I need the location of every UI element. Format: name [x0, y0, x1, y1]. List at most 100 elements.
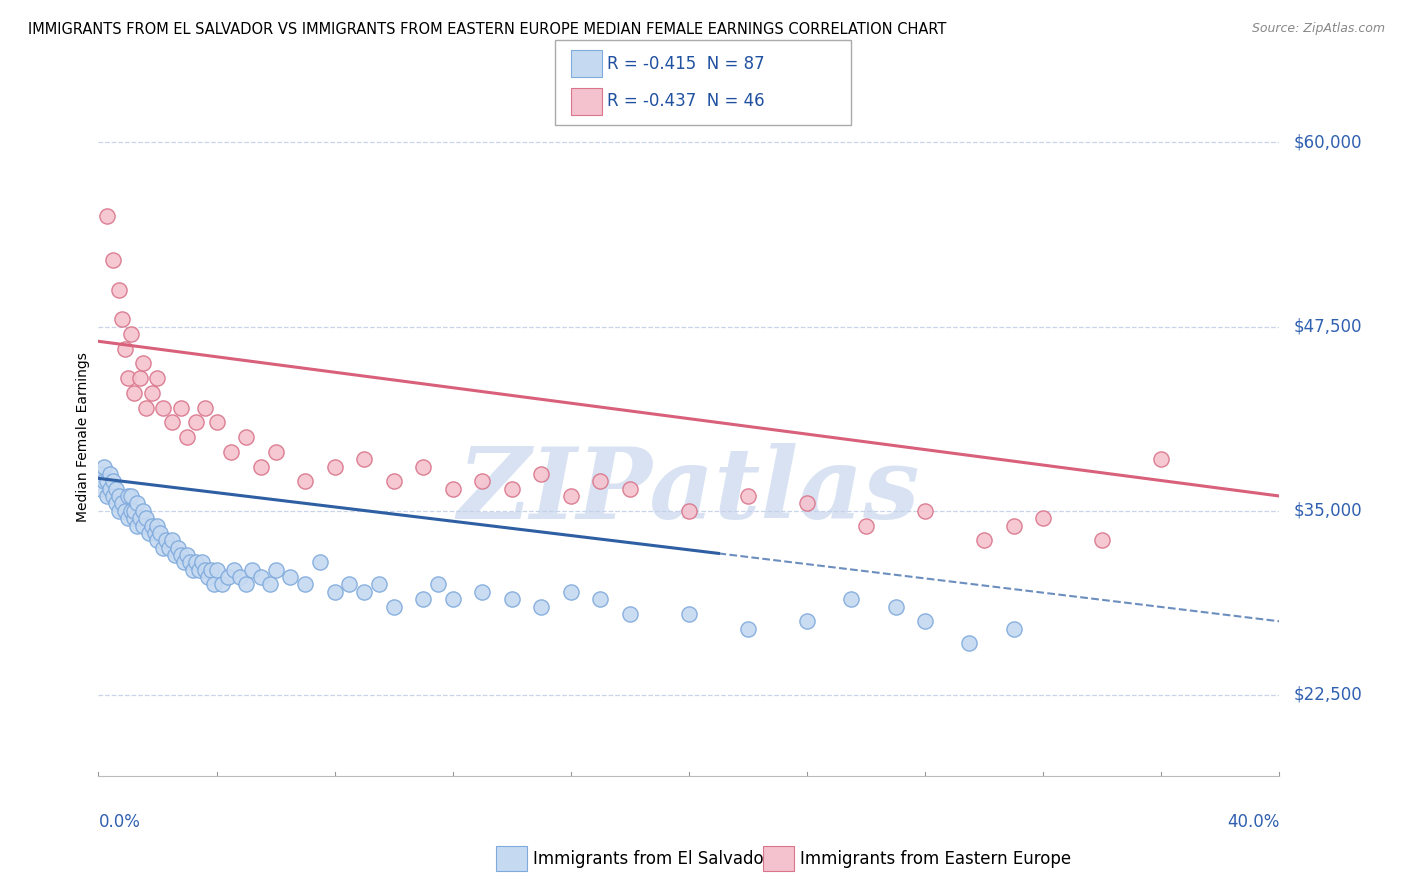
Text: $35,000: $35,000: [1294, 502, 1362, 520]
Point: [914, 504, 936, 518]
Point: [471, 475, 494, 489]
Point: [441, 482, 464, 496]
Text: 0.0%: 0.0%: [98, 814, 141, 831]
Point: [337, 577, 360, 591]
Text: Immigrants from Eastern Europe: Immigrants from Eastern Europe: [800, 849, 1071, 868]
Point: [179, 555, 201, 569]
Point: [368, 577, 391, 591]
Point: [382, 475, 405, 489]
Point: [96, 489, 118, 503]
Point: [103, 253, 125, 268]
Point: [471, 584, 494, 599]
Point: [128, 371, 150, 385]
Point: [162, 533, 183, 548]
Point: [132, 518, 155, 533]
Point: [146, 533, 169, 548]
Point: [229, 570, 252, 584]
Point: [412, 592, 434, 607]
Text: ZIPatlas: ZIPatlas: [458, 443, 920, 540]
Point: [98, 482, 121, 496]
Point: [105, 496, 128, 510]
Point: [1150, 452, 1173, 467]
Point: [250, 459, 273, 474]
Point: [96, 475, 118, 489]
Point: [120, 489, 142, 503]
Point: [152, 401, 174, 415]
Point: [103, 475, 125, 489]
Point: [108, 283, 131, 297]
Point: [176, 548, 198, 562]
Point: [135, 401, 157, 415]
Point: [1002, 518, 1025, 533]
Y-axis label: Median Female Earnings: Median Female Earnings: [76, 352, 90, 522]
Point: [120, 504, 142, 518]
Point: [294, 577, 316, 591]
Point: [278, 570, 302, 584]
Point: [501, 592, 523, 607]
Point: [117, 511, 139, 525]
Point: [235, 430, 257, 444]
Point: [323, 459, 346, 474]
Point: [259, 577, 281, 591]
Point: [141, 518, 163, 533]
Point: [90, 467, 112, 481]
Point: [125, 496, 148, 510]
Point: [191, 555, 214, 569]
Point: [149, 525, 172, 540]
Point: [117, 489, 139, 503]
Point: [441, 592, 464, 607]
Point: [155, 533, 177, 548]
Point: [250, 570, 273, 584]
Point: [202, 577, 225, 591]
Point: [1091, 533, 1114, 548]
Point: [678, 504, 700, 518]
Text: $47,500: $47,500: [1294, 318, 1362, 335]
Text: Source: ZipAtlas.com: Source: ZipAtlas.com: [1251, 22, 1385, 36]
Point: [173, 555, 195, 569]
Point: [111, 312, 134, 326]
Point: [796, 615, 818, 629]
Point: [530, 599, 553, 614]
Point: [737, 622, 759, 636]
Point: [294, 475, 316, 489]
Point: [103, 489, 125, 503]
Point: [120, 326, 142, 341]
Point: [162, 415, 183, 429]
Point: [619, 482, 641, 496]
Point: [194, 563, 217, 577]
Point: [205, 563, 228, 577]
Point: [108, 489, 131, 503]
Point: [114, 342, 136, 356]
Point: [138, 525, 160, 540]
Point: [205, 415, 228, 429]
Point: [211, 577, 233, 591]
Point: [197, 570, 219, 584]
Point: [176, 430, 198, 444]
Point: [93, 459, 115, 474]
Point: [678, 607, 700, 621]
Point: [132, 504, 155, 518]
Text: R = -0.437  N = 46: R = -0.437 N = 46: [607, 93, 765, 111]
Point: [125, 518, 148, 533]
Point: [146, 518, 169, 533]
Point: [117, 371, 139, 385]
Point: [264, 563, 287, 577]
Point: [184, 415, 207, 429]
Point: [855, 518, 877, 533]
Point: [353, 452, 375, 467]
Text: Immigrants from El Salvador: Immigrants from El Salvador: [533, 849, 770, 868]
Point: [1032, 511, 1054, 525]
Point: [619, 607, 641, 621]
Point: [181, 563, 204, 577]
Point: [240, 563, 263, 577]
Point: [108, 504, 131, 518]
Point: [128, 511, 150, 525]
Point: [560, 489, 582, 503]
Point: [98, 467, 121, 481]
Point: [217, 570, 239, 584]
Point: [914, 615, 936, 629]
Point: [353, 584, 375, 599]
Point: [1002, 622, 1025, 636]
Point: [132, 356, 155, 370]
Point: [122, 504, 145, 518]
